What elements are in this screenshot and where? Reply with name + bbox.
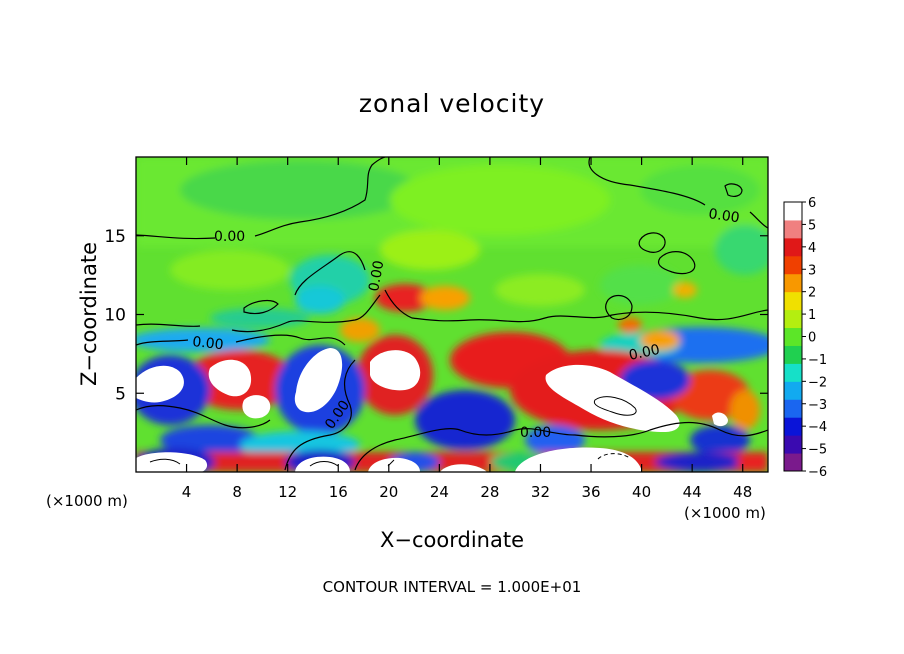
contour-labels: 0.00 0.00 0.00 0.00 0.00 0.00 0.00 (192, 206, 741, 441)
x-tick-label: 12 (278, 483, 297, 501)
colorbar-tick-label: 1 (808, 308, 816, 323)
x-axis: 4 8 12 16 20 24 28 32 36 40 44 48 (182, 157, 752, 501)
contour-label: 0.00 (520, 425, 551, 441)
colorbar-tick-label: −5 (808, 443, 827, 458)
colorbar-swatch (784, 381, 802, 400)
y-tick-label: 5 (115, 384, 126, 404)
x-tick-label: 8 (232, 483, 242, 501)
plot-area (136, 157, 768, 472)
x-tick-label: 20 (379, 483, 398, 501)
contour-label: 0.00 (628, 342, 662, 364)
contour-label: 0.00 (214, 229, 245, 245)
colorbar-swatch (784, 219, 802, 239)
chart-title: zonal velocity (359, 89, 545, 118)
colorbar-tick-label: −2 (808, 375, 827, 390)
colorbar-swatch (784, 273, 802, 293)
colorbar-tick-label: 5 (808, 218, 816, 233)
y-tick-label: 15 (104, 227, 126, 247)
colorbar-tick-label: 6 (808, 196, 816, 211)
saturated-regions (136, 348, 728, 472)
y-axis-label: Z−coordinate (77, 242, 101, 386)
colorbar-swatch (784, 345, 802, 364)
colorbar-swatch (784, 453, 802, 472)
x-tick-label: 48 (733, 483, 752, 501)
colorbar-swatch (784, 291, 802, 311)
colorbar-swatch (784, 363, 802, 382)
colorbar-tick-label: 2 (808, 286, 816, 301)
colorbar-swatch (784, 202, 802, 221)
colorbar-tick-label: −6 (808, 465, 827, 480)
contour-label: 0.00 (192, 334, 225, 353)
colorbar-swatch (784, 255, 802, 275)
colorbar-tick-label: −4 (808, 420, 827, 435)
colorbar-tick-label: 3 (808, 263, 816, 278)
colorbar-swatch (784, 309, 802, 329)
colorbar-tick-label: −3 (808, 398, 827, 413)
x-unit-left: (×1000 m) (46, 492, 128, 510)
x-tick-label: 16 (329, 483, 348, 501)
y-tick-label: 10 (104, 306, 126, 326)
colorbar-swatch (784, 399, 802, 418)
colorbar-swatch (784, 237, 802, 257)
y-axis: 5 10 15 (104, 227, 768, 404)
x-tick-label: 28 (480, 483, 499, 501)
x-unit-right: (×1000 m) (684, 504, 766, 522)
colorbar-swatch (784, 327, 802, 346)
contour-interval-note: CONTOUR INTERVAL = 1.000E+01 (323, 578, 582, 596)
x-tick-label: 24 (430, 483, 449, 501)
contour-label: 0.00 (366, 259, 387, 292)
x-axis-label: X−coordinate (380, 528, 524, 552)
x-tick-label: 32 (531, 483, 550, 501)
colorbar-swatch (784, 435, 802, 454)
x-tick-label: 4 (182, 483, 192, 501)
x-tick-label: 36 (581, 483, 600, 501)
colorbar-tick-label: 0 (808, 331, 816, 346)
colorbar-tick-label: −1 (808, 353, 827, 368)
colorbar-tick-label: 4 (808, 241, 816, 256)
contour-label: 0.00 (707, 206, 740, 226)
x-tick-label: 40 (632, 483, 651, 501)
x-tick-label: 44 (683, 483, 702, 501)
colorbar: 6 5 4 3 2 1 0 −1 −2 −3 −4 −5 −6 (783, 196, 827, 480)
colorbar-swatch (784, 417, 802, 436)
